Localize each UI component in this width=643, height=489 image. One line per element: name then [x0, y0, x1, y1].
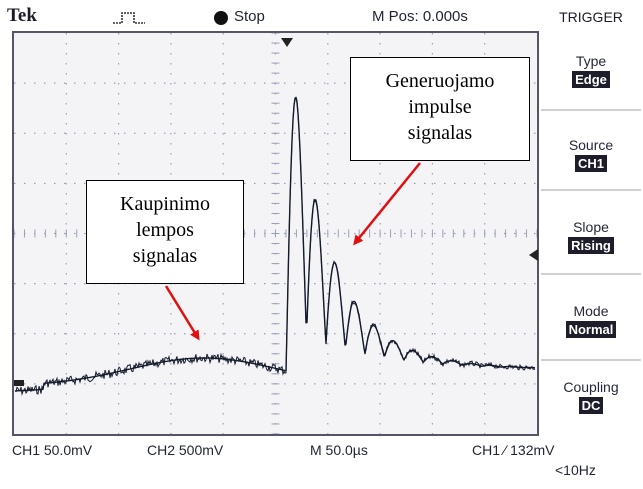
- generated-impulse-callout: Generuojamo impulse signalas: [350, 57, 530, 161]
- ch1-trace: [15, 96, 536, 392]
- brand-logo: Tek: [7, 5, 37, 26]
- menu-type[interactable]: Type Edge: [541, 31, 641, 111]
- trigger-level-icon: [529, 249, 538, 261]
- horizontal-position: M Pos: 0.000s: [372, 8, 468, 25]
- menu-coupling[interactable]: Coupling DC: [541, 361, 641, 436]
- menu-slope-label: Slope: [573, 219, 609, 235]
- menu-type-label: Type: [575, 53, 607, 69]
- ch1-trace-noise: [14, 96, 536, 396]
- timebase: M 50.0µs: [310, 442, 368, 458]
- menu-source-value: CH1: [574, 155, 607, 172]
- pulse-icon: [113, 12, 145, 24]
- callout-line: signalas: [132, 245, 198, 267]
- callout-line: signalas: [407, 122, 473, 144]
- menu-coupling-label: Coupling: [563, 379, 619, 395]
- menu-type-value: Edge: [572, 71, 610, 88]
- callout-line: Generuojamo: [385, 70, 495, 92]
- ch2-scale: CH2 500mV: [147, 442, 224, 458]
- menu-title: TRIGGER: [559, 9, 623, 25]
- stop-dot-icon: [214, 11, 228, 25]
- menu-coupling-value: DC: [578, 397, 604, 414]
- menu-source-label: Source: [568, 137, 614, 153]
- callout-line: lempos: [136, 219, 194, 241]
- menu-mode[interactable]: Mode Normal: [541, 275, 641, 361]
- callout-line: Kaupinimo: [120, 193, 210, 215]
- ground-marker-icon: [14, 380, 24, 386]
- menu-mode-label: Mode: [573, 303, 609, 319]
- trigger-frequency: <10Hz: [555, 462, 596, 478]
- menu-mode-value: Normal: [565, 321, 617, 338]
- trigger-menu: Type Edge Source CH1 Slope Rising Mode N…: [541, 31, 641, 436]
- menu-slope[interactable]: Slope Rising: [541, 191, 641, 275]
- acquisition-status: Stop: [234, 8, 265, 25]
- callout-line: impulse: [408, 96, 472, 118]
- trigger-position-icon: [281, 38, 293, 47]
- trigger-readout: CH1 ∕ 132mV: [472, 442, 555, 458]
- ch1-scale: CH1 50.0mV: [12, 442, 93, 458]
- menu-source[interactable]: Source CH1: [541, 111, 641, 191]
- lamp-signal-callout: Kaupinimo lempos signalas: [86, 180, 244, 284]
- menu-slope-value: Rising: [568, 237, 614, 254]
